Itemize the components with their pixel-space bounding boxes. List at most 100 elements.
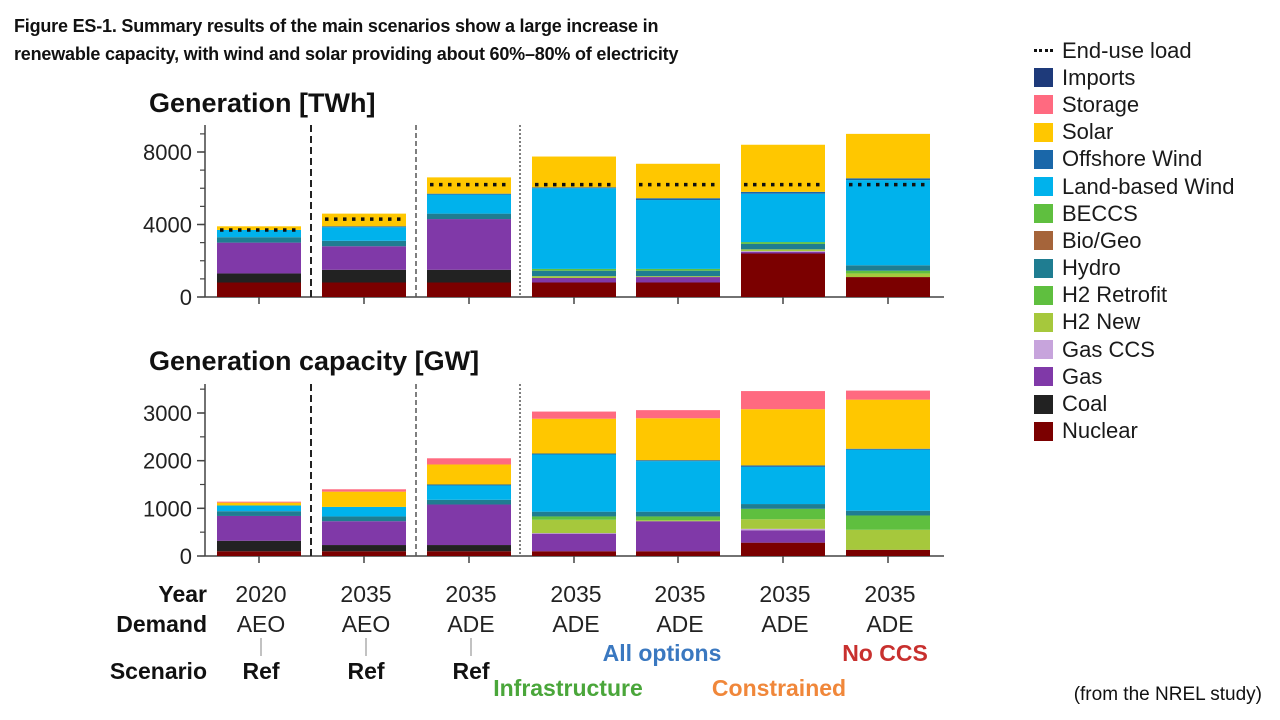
bar-segment-nuclear	[846, 277, 930, 297]
year-label: 2020	[235, 581, 286, 607]
bar-segment-gas	[427, 504, 511, 546]
bar-stack-2035-ade-no-ccs	[846, 133, 930, 297]
bar-segment-coal	[217, 273, 301, 283]
bar-segment-hydro	[322, 516, 406, 522]
legend-label: End-use load	[1062, 37, 1192, 63]
scenario-label-no-ccs: No CCS	[842, 640, 928, 666]
bar-segment-nuclear	[217, 551, 301, 556]
bar-segment-land-based-wind	[532, 188, 616, 269]
legend-item-coal: Coal	[1034, 390, 1234, 417]
bar-stack-2035-ade-constrained	[741, 391, 825, 556]
bar-segment-gas-ccs	[532, 533, 616, 534]
bar-segment-hydro	[217, 237, 301, 243]
legend-label: Land-based Wind	[1062, 173, 1235, 199]
bar-segment-offshore-wind	[532, 187, 616, 189]
bar-segment-nuclear	[532, 282, 616, 297]
legend: End-use load Imports Storage Solar Offshore …	[1034, 37, 1234, 445]
year-label: 2035	[445, 581, 496, 607]
legend-item-bio-geo: Bio/Geo	[1034, 227, 1234, 254]
bar-segment-solar	[322, 491, 406, 507]
bar-segment-hydro	[846, 265, 930, 271]
bar-segment-land-based-wind	[846, 180, 930, 266]
legend-swatch	[1034, 177, 1053, 197]
bar-segment-solar	[846, 133, 930, 179]
bar-segment-gas	[217, 242, 301, 274]
bar-segment-h2-new	[741, 519, 825, 529]
legend-swatch	[1034, 122, 1053, 142]
legend-label: Gas CCS	[1062, 336, 1155, 362]
legend-swatch	[1034, 258, 1053, 278]
y-tick-label: 4000	[143, 213, 192, 238]
bar-stack-2035-ade-all-options	[532, 156, 616, 297]
bar-segment-nuclear	[217, 282, 301, 297]
bar-segment-offshore-wind	[846, 178, 930, 181]
caption-line-1: Figure ES-1. Summary results of the main…	[14, 16, 659, 36]
bar-segment-solar	[636, 418, 720, 461]
legend-label: Solar	[1062, 119, 1114, 145]
bar-segment-hydro	[532, 511, 616, 517]
bar-segment-solar	[217, 502, 301, 506]
bar-segment-hydro	[427, 213, 511, 220]
scenario-label-all-options: All options	[603, 640, 722, 666]
legend-item-storage: Storage	[1034, 91, 1234, 118]
figure-caption: Figure ES-1. Summary results of the main…	[14, 12, 678, 68]
bar-segment-nuclear	[322, 282, 406, 297]
bar-segment-hydro	[427, 499, 511, 505]
bar-segment-gas	[217, 515, 301, 541]
bar-segment-hydro	[532, 270, 616, 277]
y-tick-label: 8000	[143, 140, 192, 165]
demand-label: ADE	[656, 611, 703, 637]
bar-segment-offshore-wind	[636, 198, 720, 201]
y-tick-label: 1000	[143, 496, 192, 521]
bar-segment-coal	[217, 540, 301, 552]
demand-label: ADE	[866, 611, 913, 637]
legend-item-solar: Solar	[1034, 119, 1234, 146]
scenario-label-ref: Ref	[452, 658, 489, 684]
bar-segment-land-based-wind	[636, 461, 720, 512]
bar-segment-gas-ccs	[741, 251, 825, 252]
bar-segment-solar	[532, 156, 616, 188]
legend-label: Bio/Geo	[1062, 227, 1142, 253]
legend-label: BECCS	[1062, 200, 1138, 226]
x-axis-labels: Year Demand Scenario 2020 AEO 2035 AEO 2035 A…	[110, 581, 928, 701]
bar-segment-offshore-wind	[322, 226, 406, 228]
bar-segment-h2-new	[636, 520, 720, 522]
legend-item-gas-ccs: Gas CCS	[1034, 336, 1234, 363]
bar-segment-offshore-wind	[427, 484, 511, 486]
bar-segment-h2-retrofit	[846, 270, 930, 274]
bar-segment-beccs	[741, 242, 825, 244]
year-label: 2035	[654, 581, 705, 607]
legend-label: Offshore Wind	[1062, 146, 1203, 172]
bar-segment-coal	[322, 545, 406, 552]
legend-item-gas: Gas	[1034, 363, 1234, 390]
legend-item-end-use-load: End-use load	[1034, 37, 1234, 64]
bar-segment-land-based-wind	[741, 466, 825, 505]
bar-stack-2020-aeo-ref	[217, 226, 301, 297]
legend-swatch	[1034, 285, 1053, 305]
y-tick-label: 3000	[143, 401, 192, 426]
bar-segment-nuclear	[846, 549, 930, 556]
bar-segment-hydro	[846, 510, 930, 516]
bar-segment-beccs	[636, 268, 720, 271]
bar-segment-nuclear	[427, 551, 511, 556]
legend-item-h2-new: H2 New	[1034, 309, 1234, 336]
year-label: 2035	[550, 581, 601, 607]
bar-segment-nuclear	[741, 542, 825, 556]
bar-segment-h2-retrofit	[532, 516, 616, 520]
bar-segment-h2-new	[846, 529, 930, 550]
legend-label: H2 New	[1062, 309, 1141, 335]
legend-label: Coal	[1062, 391, 1108, 417]
bar-segment-land-based-wind	[322, 506, 406, 517]
legend-item-land-based-wind: Land-based Wind	[1034, 173, 1234, 200]
demand-label: AEO	[342, 611, 391, 637]
bar-stack-2035-ade-all-options	[532, 411, 616, 556]
bar-stack-2035-ade-ref	[427, 458, 511, 556]
bar-segment-coal	[427, 545, 511, 552]
bar-stack-2035-ade-infrastructure	[636, 163, 720, 297]
bar-segment-hydro	[741, 504, 825, 509]
legend-swatch	[1034, 340, 1053, 360]
bar-segment-coal	[427, 269, 511, 283]
bar-segment-solar	[427, 464, 511, 485]
legend-item-h2-retrofit: H2 Retrofit	[1034, 282, 1234, 309]
legend-swatch	[1034, 149, 1053, 169]
